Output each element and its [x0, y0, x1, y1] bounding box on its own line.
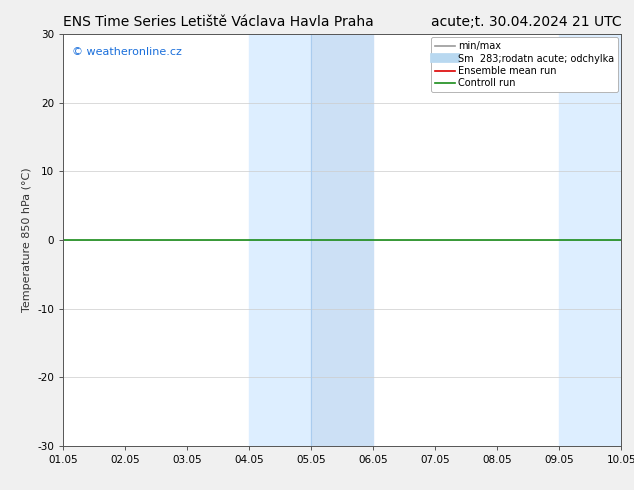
Bar [249, 34, 311, 446]
Text: acute;t. 30.04.2024 21 UTC: acute;t. 30.04.2024 21 UTC [430, 15, 621, 29]
Bar [311, 34, 373, 446]
Text: ENS Time Series Letiště Václava Havla Praha: ENS Time Series Letiště Václava Havla Pr… [63, 15, 374, 29]
Y-axis label: Temperature 850 hPa (°C): Temperature 850 hPa (°C) [22, 168, 32, 313]
Legend: min/max, Sm  283;rodatn acute; odchylka, Ensemble mean run, Controll run: min/max, Sm 283;rodatn acute; odchylka, … [431, 37, 618, 92]
Text: © weatheronline.cz: © weatheronline.cz [72, 47, 182, 57]
Bar [559, 34, 621, 446]
